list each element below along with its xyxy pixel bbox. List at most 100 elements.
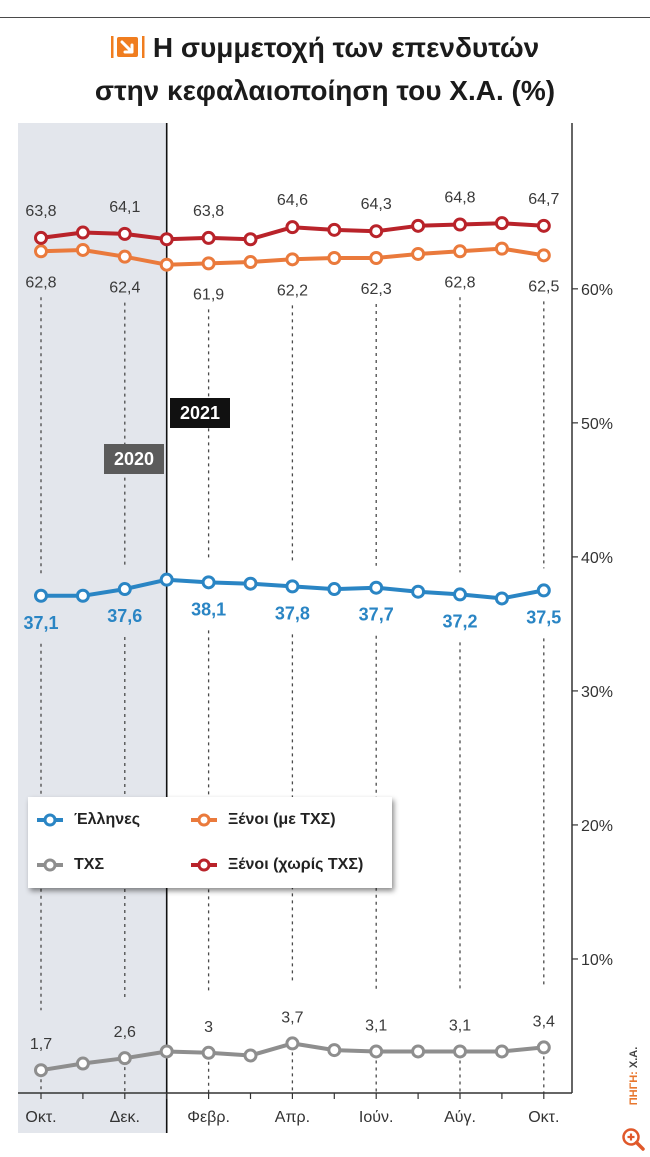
data-point-hfsf: [494, 1044, 509, 1059]
x-tick-label: Δεκ.: [110, 1109, 140, 1126]
data-point-hfsf: [201, 1045, 216, 1060]
data-point-foreign-excl-hfsf: [285, 220, 300, 235]
data-point-hfsf: [117, 1051, 132, 1066]
legend-label-foreign-incl-hfsf: Ξένοι (με ΤΧΣ): [228, 810, 336, 828]
data-point-foreign-incl-hfsf: [75, 242, 90, 257]
data-point-foreign-excl-hfsf: [536, 218, 551, 233]
data-point-foreign-incl-hfsf: [34, 244, 48, 259]
data-point-foreign-incl-hfsf: [285, 252, 300, 267]
x-tick-label: Ιούν.: [359, 1109, 394, 1126]
data-point-greeks: [117, 582, 132, 597]
data-label-hfsf: 3: [204, 1019, 213, 1036]
data-label-greeks: 37,8: [275, 603, 310, 623]
chart-title: Η συμμετοχή των επενδυτών στην κεφαλαιοπ…: [0, 28, 650, 111]
series-foreign-incl-hfsf: 62,8 62,4 61,9 62,2 62,3 62,8 62,5: [25, 241, 559, 303]
source-label: ΠΗΓΗ:: [628, 1071, 640, 1106]
data-label-greeks: 37,1: [23, 613, 58, 633]
data-label-hfsf: 3,1: [449, 1017, 471, 1034]
data-label-foreign-incl-hfsf: 62,4: [109, 280, 140, 297]
data-point-foreign-incl-hfsf: [117, 249, 132, 264]
data-point-hfsf: [285, 1036, 300, 1051]
data-point-greeks: [201, 575, 216, 590]
title-text-line-2: στην κεφαλαιοποίηση του Χ.Α. (%): [94, 75, 556, 106]
data-label-foreign-excl-hfsf: 64,1: [109, 199, 140, 216]
source-value: Χ.Α.: [628, 1046, 640, 1069]
arrow-logo-icon: [110, 31, 145, 71]
legend-marker-hfsf: [37, 858, 63, 872]
series-greeks: 37,1 37,6 38,1 37,8 37,7 37,2 37,5: [23, 572, 561, 633]
title-line-2: στην κεφαλαιοποίηση του Χ.Α. (%): [0, 71, 650, 111]
data-point-foreign-incl-hfsf: [243, 255, 258, 270]
data-point-foreign-incl-hfsf: [411, 246, 426, 261]
data-point-hfsf: [34, 1063, 48, 1078]
year-label-2020: 2020: [104, 444, 165, 474]
data-point-greeks: [75, 588, 90, 603]
data-point-hfsf: [75, 1056, 90, 1071]
data-point-greeks: [243, 576, 258, 591]
data-point-foreign-excl-hfsf: [369, 224, 384, 239]
legend: Έλληνες Ξένοι (με ΤΧΣ) ΤΧΣ Ξένοι (χωρίς …: [28, 797, 392, 888]
x-tick-label: Απρ.: [275, 1109, 310, 1126]
y-tick-label: 30%: [581, 684, 613, 701]
data-label-foreign-incl-hfsf: 62,2: [277, 282, 308, 299]
data-point-foreign-excl-hfsf: [201, 230, 216, 245]
data-point-greeks: [453, 587, 467, 602]
data-point-greeks: [285, 579, 300, 594]
data-point-hfsf: [453, 1044, 467, 1059]
data-point-foreign-excl-hfsf: [75, 225, 90, 240]
data-label-foreign-incl-hfsf: 62,3: [361, 281, 392, 298]
data-label-foreign-excl-hfsf: 63,8: [25, 203, 56, 220]
data-point-hfsf: [327, 1043, 342, 1058]
data-point-hfsf: [536, 1040, 551, 1055]
data-point-greeks: [369, 580, 384, 595]
data-label-foreign-excl-hfsf: 64,8: [444, 190, 475, 207]
y-tick-label: 10%: [581, 952, 613, 969]
axes: Οκτ. Δεκ. Φεβρ. Απρ. Ιούν. Αύγ. Οκτ. 10% 20% 30% 4…: [18, 123, 613, 1126]
data-label-foreign-excl-hfsf: 64,7: [528, 191, 559, 208]
period-layer: [18, 123, 168, 1133]
legend-marker-foreign-excl-hfsf: [191, 858, 217, 872]
title-text-line-1: Η συμμετοχή των επενδυτών: [152, 32, 540, 63]
data-label-greeks: 38,1: [191, 599, 226, 619]
data-point-foreign-excl-hfsf: [411, 218, 426, 233]
data-label-foreign-excl-hfsf: 63,8: [193, 203, 224, 220]
legend-item-hfsf: ΤΧΣ: [28, 856, 182, 874]
legend-item-foreign-excl-hfsf: Ξένοι (χωρίς ΤΧΣ): [182, 856, 392, 874]
data-point-foreign-excl-hfsf: [453, 217, 467, 232]
legend-marker-greeks: [37, 813, 63, 827]
y-tick-label: 20%: [581, 818, 613, 835]
data-label-greeks: 37,7: [359, 605, 394, 625]
data-label-foreign-incl-hfsf: 62,5: [528, 278, 559, 295]
title-line-1: Η συμμετοχή των επενδυτών: [0, 28, 650, 71]
data-label-foreign-incl-hfsf: 61,9: [193, 286, 224, 303]
data-label-greeks: 37,6: [107, 606, 142, 626]
data-point-foreign-excl-hfsf: [243, 232, 258, 247]
data-point-foreign-incl-hfsf: [536, 248, 551, 263]
data-point-foreign-incl-hfsf: [159, 257, 174, 272]
data-point-foreign-excl-hfsf: [34, 230, 48, 245]
series-foreign-excl-hfsf: 63,8 64,1 63,8 64,6 64,3 64,8 64,7: [25, 190, 559, 247]
legend-label-hfsf: ΤΧΣ: [74, 856, 105, 874]
legend-marker-foreign-incl-hfsf: [191, 813, 217, 827]
data-point-foreign-incl-hfsf: [327, 251, 342, 266]
data-point-greeks: [494, 591, 509, 606]
top-rule: [0, 17, 650, 18]
data-point-greeks: [536, 583, 551, 598]
data-point-hfsf: [159, 1044, 174, 1059]
data-point-greeks: [34, 588, 48, 603]
data-label-foreign-excl-hfsf: 64,6: [277, 192, 308, 209]
data-label-hfsf: 3,4: [533, 1013, 555, 1030]
zoom-in-icon[interactable]: [620, 1126, 646, 1152]
data-point-foreign-excl-hfsf: [159, 232, 174, 247]
data-point-hfsf: [369, 1044, 384, 1059]
series-hfsf: 1,7 2,6 3 3,7 3,1 3,1 3,4: [30, 1009, 555, 1078]
data-point-hfsf: [243, 1048, 258, 1063]
data-label-hfsf: 1,7: [30, 1036, 52, 1053]
x-tick-label: Φεβρ.: [187, 1109, 230, 1126]
period-2020-shade: [18, 123, 167, 1133]
data-label-greeks: 37,5: [526, 607, 561, 627]
data-point-greeks: [159, 572, 174, 587]
legend-item-foreign-incl-hfsf: Ξένοι (με ΤΧΣ): [182, 811, 392, 829]
legend-label-foreign-excl-hfsf: Ξένοι (χωρίς ΤΧΣ): [228, 856, 364, 874]
